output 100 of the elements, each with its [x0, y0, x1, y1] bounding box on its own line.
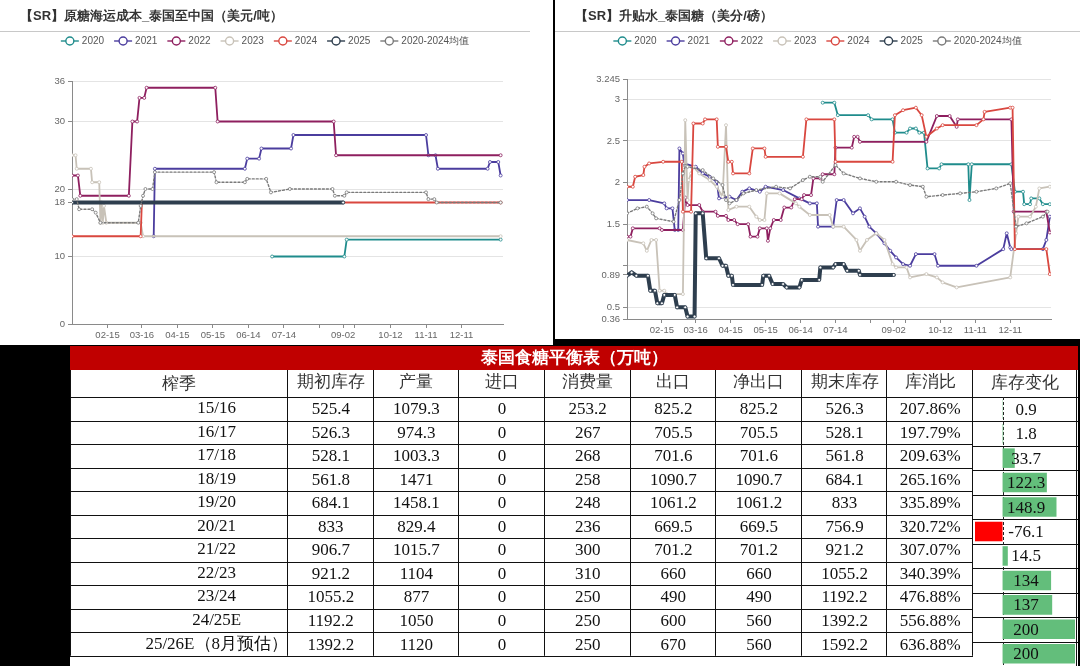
data-label: 701.2	[654, 540, 693, 560]
data-label: 0	[497, 634, 507, 654]
data-label: 207.86%	[899, 399, 961, 419]
y-tick-label: 0	[59, 317, 65, 329]
data-label: 669.5	[739, 516, 779, 536]
legend-label: 2020	[81, 34, 105, 46]
data-label: 0	[497, 516, 507, 536]
y-tick-label: 16/17	[197, 421, 237, 441]
data-label: 636.88%	[899, 634, 961, 654]
data-label: 250	[574, 610, 601, 630]
data-label: 0	[497, 610, 507, 630]
y-tick-label: 24/25E	[192, 609, 242, 629]
data-label: 307.07%	[899, 540, 961, 560]
y-tick-label: 30	[54, 115, 65, 127]
data-label: 825.2	[739, 399, 779, 419]
data-label: 1061.2	[735, 493, 783, 513]
x-tick-label: 04-15	[718, 324, 743, 336]
data-label: 0.9	[1015, 399, 1037, 419]
x-tick-label: 11-11	[963, 324, 987, 336]
x-tick-label: 出口	[656, 372, 691, 392]
y-tick-label: 23/24	[197, 586, 237, 606]
data-label: 1104	[399, 563, 434, 583]
data-label: 0	[497, 446, 507, 466]
x-tick-label: 期初库存	[296, 372, 365, 392]
data-label: 265.16%	[899, 469, 961, 489]
x-tick-label: 03-16	[683, 324, 708, 336]
y-tick-label: 36	[54, 74, 65, 86]
x-tick-label: 07-14	[823, 324, 848, 336]
data-label: 134	[1013, 570, 1040, 590]
data-label: 253.2	[568, 399, 607, 419]
y-tick-label: 15/16	[197, 398, 237, 418]
bar	[1002, 643, 1075, 664]
y-tick-label: 2.5	[606, 134, 620, 146]
y-tick-label: 3	[614, 93, 620, 105]
y-tick-label: 19/20	[197, 492, 237, 512]
data-label: 974.3	[397, 422, 436, 442]
x-tick-label: 02-15	[95, 329, 120, 341]
data-label: 490	[660, 587, 687, 607]
data-label: 701.6	[654, 446, 693, 466]
legend-label: 2021	[687, 34, 711, 46]
data-label: 236	[574, 516, 601, 536]
data-label: 335.89%	[899, 493, 961, 513]
legend-label: 2025	[348, 34, 371, 46]
y-tick-label: 17/18	[197, 445, 237, 465]
chart-title: 库存变化	[991, 372, 1059, 392]
data-label: 1090.7	[649, 469, 698, 489]
data-label: 0	[497, 399, 507, 419]
data-label: 560	[746, 634, 772, 654]
x-tick-label: 净出口	[733, 372, 785, 392]
x-tick-label: 05-15	[200, 329, 226, 341]
x-tick-label: 09-02	[330, 329, 356, 341]
x-tick-label: 10-12	[928, 324, 953, 336]
legend-label: 2024	[847, 34, 871, 46]
data-label: 1015.7	[393, 540, 441, 560]
data-label: 684.1	[825, 469, 864, 489]
data-label: 556.88%	[899, 610, 961, 630]
data-label: 0	[497, 587, 507, 607]
y-tick-label: 3.245	[596, 72, 620, 84]
data-label: 829.4	[397, 516, 437, 536]
data-label: 250	[574, 587, 601, 607]
data-label: 1120	[399, 634, 434, 654]
data-label: 250	[574, 634, 601, 654]
data-label: 268	[574, 446, 601, 466]
data-label: 1392.2	[307, 634, 355, 654]
data-label: 248	[574, 493, 601, 513]
y-tick-label: 2	[614, 176, 620, 188]
x-tick-label: 04-15	[165, 329, 190, 341]
data-label: 209.63%	[899, 446, 961, 466]
data-label: 1192.2	[307, 610, 354, 630]
legend-label: 2025	[900, 34, 924, 46]
y-tick-label: 21/22	[197, 539, 237, 559]
data-label: 921.2	[825, 540, 864, 560]
y-tick-label: 0.89	[601, 268, 620, 280]
y-tick-label: 0.36	[601, 312, 620, 324]
data-label: 0	[497, 563, 507, 583]
data-label: 705.5	[739, 422, 779, 442]
x-tick-label: 12-11	[449, 329, 474, 341]
data-label: 526.3	[311, 422, 350, 442]
legend-label: 2021	[135, 34, 158, 46]
data-label: 921.2	[311, 563, 350, 583]
data-label: 561.8	[311, 469, 350, 489]
y-axis-title: 榨季	[162, 373, 196, 393]
data-label: 660	[746, 563, 772, 583]
x-tick-label: 产量	[399, 372, 434, 392]
x-tick-label: 05-15	[753, 324, 778, 336]
data-label: 825.2	[654, 399, 693, 419]
y-tick-label: 20/21	[197, 515, 237, 535]
y-tick-label: 18/19	[197, 468, 237, 488]
y-tick-label: 22/23	[197, 562, 237, 582]
x-tick-label: 09-02	[881, 324, 906, 336]
data-label: 600	[660, 610, 687, 630]
data-label: 561.8	[825, 446, 864, 466]
data-label: 525.4	[311, 399, 351, 419]
data-label: 701.6	[739, 446, 779, 466]
y-tick-label: 25/26E（8月预估）	[145, 633, 288, 653]
y-tick-label: 10	[54, 250, 65, 262]
data-label: 528.1	[311, 446, 350, 466]
legend-label: 2022	[188, 34, 212, 46]
chart-title: 泰国食糖平衡表（万吨）	[70, 346, 1078, 370]
x-tick-label: 12-11	[998, 324, 1023, 336]
